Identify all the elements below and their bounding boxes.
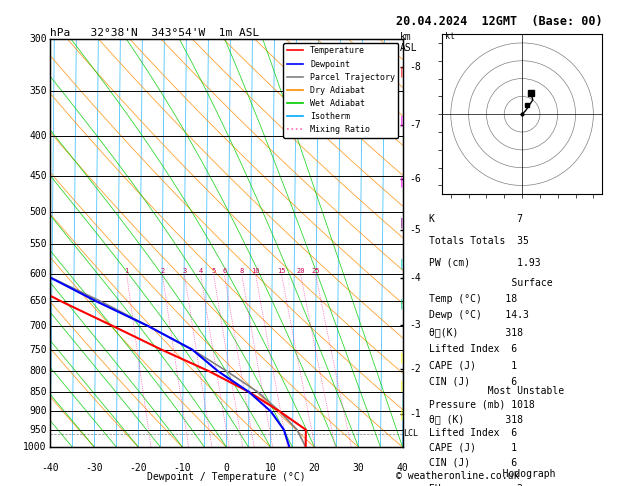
Text: -8: -8 (409, 62, 421, 72)
Text: kt: kt (445, 33, 455, 41)
Text: -1: -1 (409, 409, 421, 419)
Text: 400: 400 (29, 131, 47, 141)
Text: -30: -30 (86, 464, 103, 473)
Text: 2: 2 (160, 268, 164, 274)
Text: 3: 3 (182, 268, 186, 274)
Text: Lifted Index  6: Lifted Index 6 (428, 428, 516, 438)
Text: 5: 5 (211, 268, 216, 274)
Text: CIN (J)       6: CIN (J) 6 (428, 377, 516, 387)
Text: Most Unstable: Most Unstable (476, 386, 565, 396)
Text: 700: 700 (29, 321, 47, 331)
Text: |: | (399, 66, 403, 77)
Text: 20: 20 (296, 268, 305, 274)
Text: -4: -4 (409, 274, 421, 283)
Text: 1: 1 (125, 268, 129, 274)
Text: -2: -2 (409, 364, 421, 374)
Text: 20: 20 (309, 464, 320, 473)
Text: |: | (399, 381, 403, 391)
Text: K              7: K 7 (428, 214, 523, 225)
Text: 0: 0 (223, 464, 230, 473)
Text: Lifted Index  6: Lifted Index 6 (428, 344, 516, 353)
Text: 450: 450 (29, 172, 47, 181)
Text: θᴇ(K)        318: θᴇ(K) 318 (428, 327, 523, 337)
Text: |: | (399, 115, 403, 126)
Text: CIN (J)       6: CIN (J) 6 (428, 457, 516, 467)
Text: 40: 40 (397, 464, 408, 473)
Text: |: | (399, 176, 403, 187)
Text: 300: 300 (29, 34, 47, 44)
Text: hPa   32°38'N  343°54'W  1m ASL: hPa 32°38'N 343°54'W 1m ASL (50, 28, 260, 38)
Text: 30: 30 (353, 464, 364, 473)
Text: 25: 25 (311, 268, 320, 274)
Text: θᴇ (K)       318: θᴇ (K) 318 (428, 414, 523, 424)
Text: km
ASL: km ASL (399, 32, 417, 53)
Text: Pressure (mb) 1018: Pressure (mb) 1018 (428, 399, 534, 410)
Legend: Temperature, Dewpoint, Parcel Trajectory, Dry Adiabat, Wet Adiabat, Isotherm, Mi: Temperature, Dewpoint, Parcel Trajectory… (284, 43, 398, 138)
Text: |: | (399, 352, 403, 363)
Text: -10: -10 (174, 464, 191, 473)
Text: |: | (399, 299, 403, 310)
Text: Surface: Surface (488, 278, 553, 288)
Text: 850: 850 (29, 387, 47, 397)
Text: 550: 550 (29, 240, 47, 249)
Text: © weatheronline.co.uk: © weatheronline.co.uk (396, 471, 520, 481)
Text: 800: 800 (29, 366, 47, 377)
Text: |: | (399, 258, 403, 269)
Text: 15: 15 (277, 268, 286, 274)
X-axis label: Dewpoint / Temperature (°C): Dewpoint / Temperature (°C) (147, 472, 306, 482)
Text: 950: 950 (29, 425, 47, 435)
Text: CAPE (J)      1: CAPE (J) 1 (428, 443, 516, 452)
Text: Temp (°C)    18: Temp (°C) 18 (428, 294, 516, 304)
Text: |: | (399, 217, 403, 228)
Text: 750: 750 (29, 345, 47, 355)
Text: LCL: LCL (403, 430, 418, 438)
Text: 8: 8 (240, 268, 244, 274)
Text: 900: 900 (29, 406, 47, 417)
Text: PW (cm)        1.93: PW (cm) 1.93 (428, 258, 540, 268)
Text: 500: 500 (29, 207, 47, 217)
Text: 4: 4 (198, 268, 203, 274)
Text: 350: 350 (29, 86, 47, 96)
Text: CAPE (J)      1: CAPE (J) 1 (428, 360, 516, 370)
Text: -5: -5 (409, 225, 421, 235)
Text: Hodograph: Hodograph (485, 469, 556, 479)
Text: -40: -40 (42, 464, 59, 473)
Text: -20: -20 (130, 464, 147, 473)
Text: 10: 10 (265, 464, 276, 473)
Text: 6: 6 (222, 268, 226, 274)
Text: Dewp (°C)    14.3: Dewp (°C) 14.3 (428, 311, 528, 320)
Text: -6: -6 (409, 174, 421, 184)
Text: 1000: 1000 (23, 442, 47, 452)
Text: 10: 10 (251, 268, 260, 274)
Text: -3: -3 (409, 320, 421, 330)
Text: |: | (399, 409, 403, 420)
Text: 20.04.2024  12GMT  (Base: 00): 20.04.2024 12GMT (Base: 00) (396, 15, 603, 28)
Text: Totals Totals  35: Totals Totals 35 (428, 236, 528, 246)
Text: 650: 650 (29, 296, 47, 306)
Text: -7: -7 (409, 120, 421, 130)
Text: 600: 600 (29, 269, 47, 279)
Text: EH            -2: EH -2 (428, 484, 523, 486)
